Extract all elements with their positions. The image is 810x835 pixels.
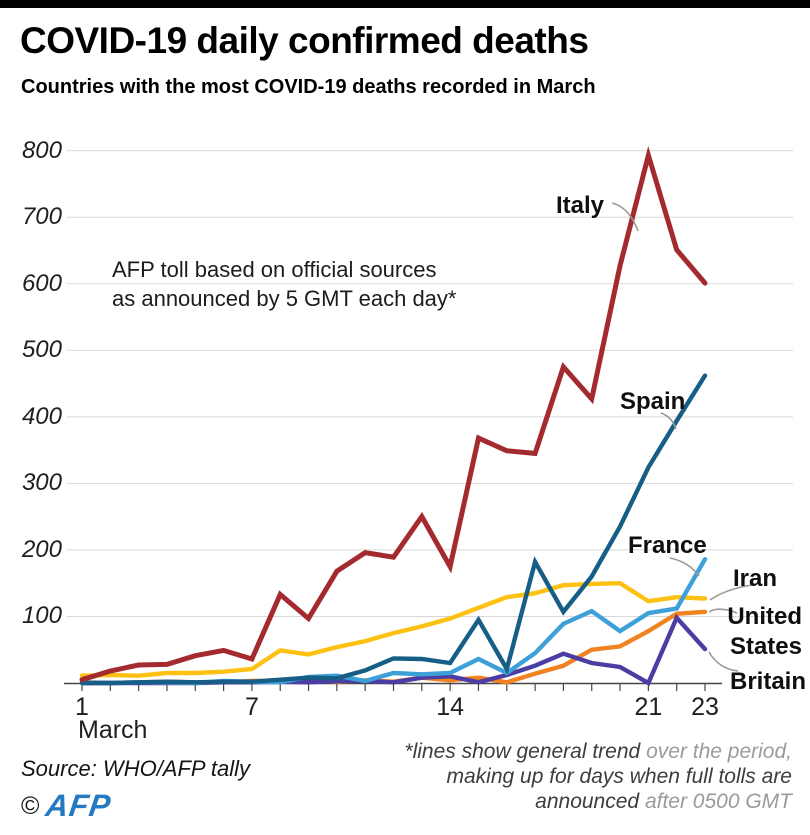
page-title: COVID-19 daily confirmed deaths: [20, 20, 589, 61]
series-line-iran: [79, 580, 708, 678]
y-tick-label: 300: [21, 469, 62, 497]
footnote: *lines show general trend over the perio…: [292, 739, 792, 814]
y-tick-label: 100: [21, 602, 62, 630]
series-label-italy: Italy: [556, 192, 605, 219]
pointer-line-iran: [709, 584, 753, 601]
footnote-line: *lines show general trend over the perio…: [404, 740, 792, 763]
pointer-line-italy: [611, 202, 639, 232]
x-tick-label: 14: [436, 693, 465, 721]
y-tick-label: 700: [21, 203, 62, 231]
x-tick-label: 23: [691, 693, 719, 721]
y-tick-label: 400: [21, 402, 62, 430]
pointer-line-britain: [708, 651, 739, 672]
y-tick-label: 200: [21, 535, 62, 563]
pointer-line-united-states: [708, 608, 738, 614]
footnote-line: making up for days when full tolls are: [446, 765, 792, 788]
afp-logo-text: AFP: [44, 788, 114, 823]
top-bar: [0, 0, 810, 8]
series-line-spain: [79, 373, 708, 686]
y-tick-label: 800: [21, 136, 62, 164]
page-subtitle: Countries with the most COVID-19 deaths …: [21, 76, 596, 98]
source-credit: Source: WHO/AFP tally: [21, 756, 251, 781]
series-label-united-states: United States: [727, 603, 802, 660]
x-tick-label: 7: [244, 693, 259, 721]
chart-annotation: AFP toll based on official sources as an…: [112, 257, 457, 311]
pointer-line-france: [669, 557, 700, 577]
y-tick-label: 500: [21, 336, 62, 364]
series-label-iran: Iran: [733, 565, 778, 592]
x-axis-month-label: March: [78, 716, 148, 744]
x-tick-label: 1: [75, 693, 89, 721]
footnote-line: announced after 0500 GMT: [535, 790, 792, 813]
y-tick-label: 600: [21, 269, 62, 297]
pointer-line-spain: [660, 412, 677, 430]
series-line-italy: [79, 145, 708, 683]
afp-logo: © AFP: [21, 788, 114, 824]
series-label-france: France: [628, 532, 707, 559]
series-label-spain: Spain: [620, 388, 686, 415]
copyright-icon: ©: [21, 791, 40, 820]
series-label-britain: Britain: [730, 668, 807, 695]
x-tick-label: 21: [634, 693, 663, 721]
